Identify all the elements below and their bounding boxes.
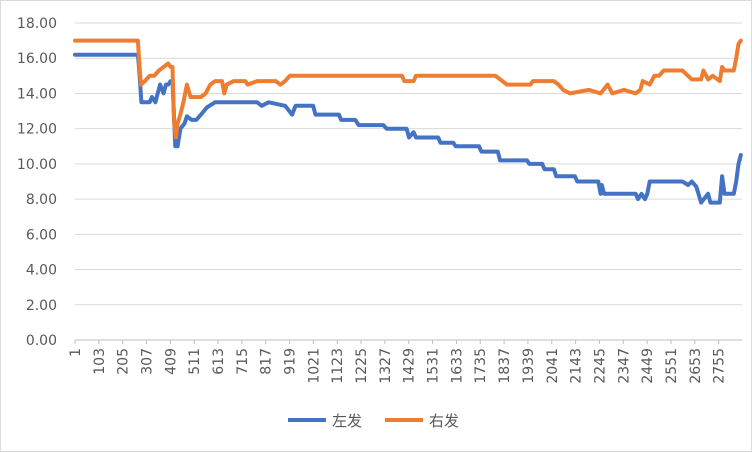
y-tick-label: 2.00 xyxy=(26,298,57,314)
y-tick-label: 0.00 xyxy=(26,333,57,349)
x-tick-label: 307 xyxy=(140,348,156,375)
y-tick-label: 10.00 xyxy=(17,157,57,173)
x-tick-label: 511 xyxy=(187,348,203,375)
x-tick-label: 2143 xyxy=(569,348,585,384)
x-tick-label: 2041 xyxy=(545,348,561,384)
x-tick-label: 2551 xyxy=(664,348,680,384)
x-tick-label: 1123 xyxy=(330,348,346,384)
x-tick-label: 613 xyxy=(211,348,227,375)
y-tick-label: 8.00 xyxy=(26,192,57,208)
y-tick-label: 12.00 xyxy=(17,122,57,138)
series-line-2 xyxy=(73,38,743,140)
x-tick-label: 2755 xyxy=(712,348,728,384)
x-tick-label: 2245 xyxy=(592,348,608,384)
y-tick-label: 14.00 xyxy=(17,86,57,102)
x-tick-label: 1939 xyxy=(521,348,537,384)
x-tick-label: 1735 xyxy=(473,348,489,384)
x-tick-label: 715 xyxy=(235,348,251,375)
x-tick-label: 409 xyxy=(163,348,179,375)
x-tick-label: 1531 xyxy=(426,348,442,384)
y-tick-label: 4.00 xyxy=(26,263,57,279)
x-tick-label: 817 xyxy=(259,348,275,375)
x-tick-label: 1633 xyxy=(449,348,465,384)
x-tick-label: 205 xyxy=(116,348,132,375)
legend-label-1: 左发 xyxy=(332,412,362,430)
x-tick-label: 1225 xyxy=(354,348,370,384)
y-tick-label: 6.00 xyxy=(26,227,57,243)
y-tick-label: 18.00 xyxy=(17,16,57,32)
x-tick-label: 1 xyxy=(68,348,84,357)
y-tick-label: 16.00 xyxy=(17,51,57,67)
x-tick-label: 1429 xyxy=(402,348,418,384)
x-tick-label: 1837 xyxy=(497,348,513,384)
x-tick-label: 103 xyxy=(92,348,108,375)
x-tick-label: 2653 xyxy=(688,348,704,384)
x-tick-label: 1021 xyxy=(306,348,322,384)
x-tick-label: 919 xyxy=(283,348,299,375)
x-tick-label: 2347 xyxy=(616,348,632,384)
legend-label-2: 右发 xyxy=(429,412,459,430)
x-tick-label: 2449 xyxy=(640,348,656,384)
x-tick-label: 1327 xyxy=(378,348,394,384)
